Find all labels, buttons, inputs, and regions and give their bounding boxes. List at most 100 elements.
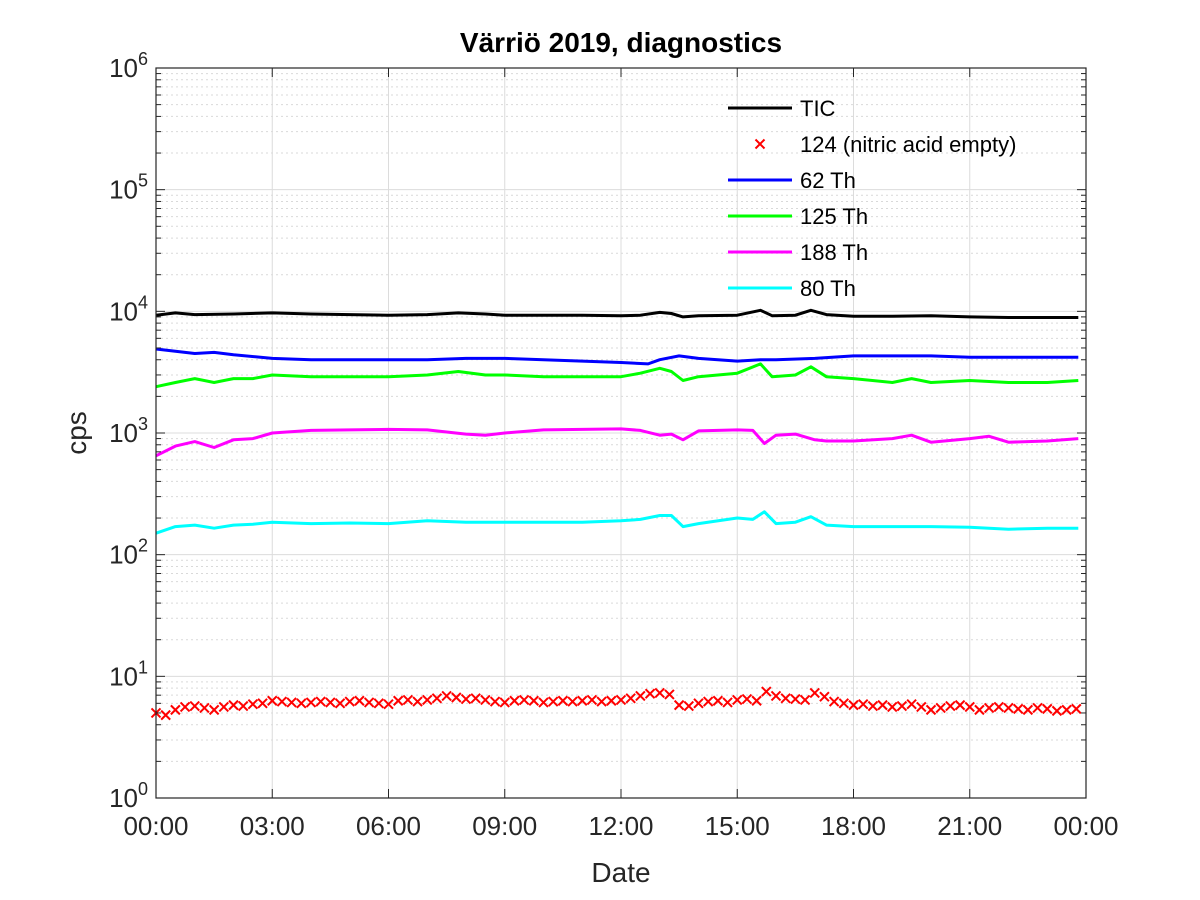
series-124-nitric-acid-empty-marker: [509, 695, 520, 706]
series-124-nitric-acid-empty-marker: [528, 695, 540, 706]
series-188-th: [155, 427, 1079, 458]
series-125-th-line: [155, 362, 1079, 389]
series-124-nitric-acid-empty-marker: [664, 689, 675, 700]
series-124-nitric-acid-empty-marker: [557, 695, 569, 706]
series-124-nitric-acid-empty-marker: [693, 698, 704, 709]
series-124-nitric-acid-empty-marker: [267, 695, 278, 706]
series-124-nitric-acid-empty-marker: [896, 700, 908, 712]
y-tick-label: 102: [109, 536, 148, 570]
legend-entry: 124 (nitric acid empty): [754, 132, 1016, 157]
series-124-nitric-acid-empty-marker: [644, 688, 656, 699]
series-124-nitric-acid-empty-marker: [780, 693, 791, 704]
series-124-nitric-acid-empty-marker: [1003, 702, 1014, 714]
series-124-nitric-acid-empty-marker: [925, 704, 937, 716]
legend-label: 188 Th: [800, 240, 868, 265]
series-124-nitric-acid-empty-marker: [732, 694, 743, 706]
series-124-nitric-acid-empty-marker: [635, 690, 646, 702]
series-124-nitric-acid-empty-marker: [857, 699, 869, 710]
series-tic-line: [155, 308, 1079, 319]
series-layer: [150, 308, 1082, 721]
series-124-nitric-acid-empty-marker: [470, 693, 481, 704]
series-124-nitric-acid-empty-marker: [373, 698, 385, 709]
x-tick-label: 21:00: [937, 811, 1002, 841]
series-124-nitric-acid-empty-marker: [538, 697, 549, 708]
series-124-nitric-acid-empty-marker: [838, 698, 850, 709]
series-124-nitric-acid-empty-marker: [179, 701, 191, 713]
legend-entry: 62 Th: [728, 168, 856, 193]
series-124-nitric-acid-empty-marker: [983, 702, 995, 714]
series-124-nitric-acid-empty-marker: [1071, 703, 1082, 715]
x-tick-label: 18:00: [821, 811, 886, 841]
series-124-nitric-acid-empty-marker: [1051, 705, 1063, 717]
legend-entry: 80 Th: [728, 276, 856, 301]
legend-label: 125 Th: [800, 204, 868, 229]
series-tic: [155, 308, 1079, 319]
series-124-nitric-acid-empty-marker: [964, 701, 975, 713]
series-124-nitric-acid-empty-marker: [1032, 702, 1043, 714]
series-62-th: [155, 347, 1079, 366]
x-axis-label: Date: [591, 857, 650, 888]
axis-ticks: [155, 67, 1087, 799]
series-124-nitric-acid-empty-marker: [422, 694, 433, 706]
series-124-nitric-acid-empty-marker: [412, 696, 423, 707]
legend-label: 124 (nitric acid empty): [800, 132, 1016, 157]
legend-label: TIC: [800, 96, 836, 121]
series-80-th-line: [155, 510, 1079, 535]
series-124-nitric-acid-empty-marker: [499, 697, 510, 708]
y-tick-label: 105: [109, 171, 148, 205]
chart-title: Värriö 2019, diagnostics: [460, 27, 782, 58]
series-124-nitric-acid-empty-marker: [945, 700, 956, 712]
series-124-nitric-acid-empty-marker: [518, 694, 530, 706]
series-124-nitric-acid-empty-marker: [460, 693, 472, 705]
series-124-nitric-acid-empty-marker: [673, 699, 685, 711]
series-124-nitric-acid-empty-marker: [790, 693, 801, 705]
series-124-nitric-acid-empty-marker: [547, 696, 559, 707]
series-124-nitric-acid-empty-marker: [402, 694, 414, 706]
series-124-nitric-acid-empty-marker: [770, 690, 782, 702]
series-124-nitric-acid-empty-marker: [354, 695, 365, 706]
series-124-nitric-acid-empty-marker: [296, 698, 307, 709]
series-124-nitric-acid-empty-marker: [344, 696, 355, 707]
series-124-nitric-acid-empty-marker: [451, 692, 462, 703]
series-124-nitric-acid-empty-marker: [974, 704, 985, 716]
legend-entry: 125 Th: [728, 204, 868, 229]
series-124-nitric-acid-empty-marker: [325, 697, 336, 708]
series-124-nitric-acid-empty-marker: [305, 697, 317, 708]
series-124-nitric-acid-empty-marker: [489, 696, 501, 707]
series-124-nitric-acid-empty-marker: [887, 701, 898, 713]
series-124-nitric-acid-empty-marker: [954, 699, 966, 711]
series-124-nitric-acid-empty-marker: [441, 690, 452, 702]
y-tick-labels: 100 101 102 103 104 105 106: [109, 49, 148, 813]
series-124-nitric-acid-empty-marker: [1012, 703, 1024, 715]
series-124-nitric-acid-empty-marker: [1061, 704, 1072, 716]
series-124-nitric-acid-empty-marker: [625, 693, 636, 704]
series-124-nitric-acid-empty-marker: [596, 696, 607, 707]
series-124-nitric-acid-empty-marker: [615, 694, 627, 706]
series-124-nitric-acid-empty-marker: [877, 699, 888, 711]
series-124-nitric-acid-empty-marker: [916, 701, 927, 713]
legend-swatch: [754, 138, 766, 150]
series-124-nitric-acid-empty-marker: [799, 694, 811, 706]
series-124-nitric-acid-empty-marker: [257, 698, 268, 709]
series-124-nitric-acid-empty-marker: [809, 687, 820, 699]
series-124-nitric-acid-empty-marker: [993, 701, 1005, 713]
series-124-nitric-acid-empty-marker: [906, 699, 917, 710]
x-tick-label: 12:00: [588, 811, 653, 841]
x-tick-label: 06:00: [356, 811, 421, 841]
y-tick-label: 101: [109, 657, 148, 691]
series-125-th: [155, 362, 1079, 389]
series-124-nitric-acid-empty-marker: [315, 696, 326, 707]
series-124-nitric-acid-empty-marker: [935, 702, 946, 714]
series-124-nitric-acid-empty-marker: [286, 697, 297, 708]
series-124-nitric-acid-empty-marker: [237, 700, 249, 712]
legend-label: 62 Th: [800, 168, 856, 193]
series-124-nitric-acid-empty-marker: [751, 695, 762, 706]
series-124-nitric-acid-empty-marker: [160, 709, 171, 721]
series-124-nitric-acid-empty-marker: [577, 695, 588, 706]
series-124-nitric-acid-empty-marker: [867, 700, 879, 712]
x-tick-labels: 00:00 03:00 06:00 09:00 12:00 15:00 18:00 21:00…: [123, 811, 1118, 841]
legend-label: 80 Th: [800, 276, 856, 301]
series-124-nitric-acid-empty-marker: [363, 697, 375, 708]
series-124-nitric-acid-empty-marker: [199, 702, 210, 714]
